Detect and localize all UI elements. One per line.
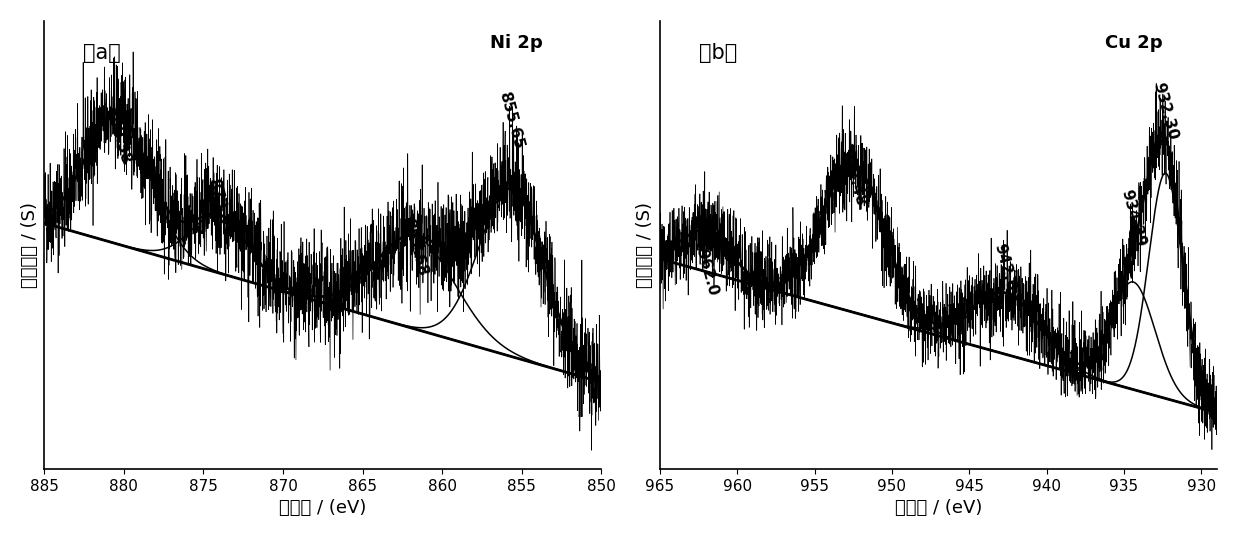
X-axis label: 结合能 / (eV): 结合能 / (eV): [895, 499, 982, 517]
Text: 880.38: 880.38: [103, 105, 133, 165]
Text: 861.68: 861.68: [401, 217, 430, 278]
Y-axis label: 相对强度 / (S): 相对强度 / (S): [21, 202, 38, 288]
Text: 934.39: 934.39: [1118, 188, 1148, 249]
Text: （b）: （b）: [699, 43, 738, 63]
Text: 932.30: 932.30: [1151, 80, 1180, 141]
Text: （a）: （a）: [83, 43, 122, 63]
Text: 855.65: 855.65: [496, 90, 526, 151]
Text: Cu 2p: Cu 2p: [1105, 34, 1163, 52]
X-axis label: 结合能 / (eV): 结合能 / (eV): [279, 499, 367, 517]
Text: 942.62: 942.62: [991, 242, 1021, 302]
Text: 873.95: 873.95: [206, 177, 236, 238]
Text: 962.0: 962.0: [693, 247, 720, 298]
Text: 952.48: 952.48: [838, 147, 868, 208]
Text: Ni 2p: Ni 2p: [490, 34, 543, 52]
Y-axis label: 相对强度 / (S): 相对强度 / (S): [636, 202, 655, 288]
